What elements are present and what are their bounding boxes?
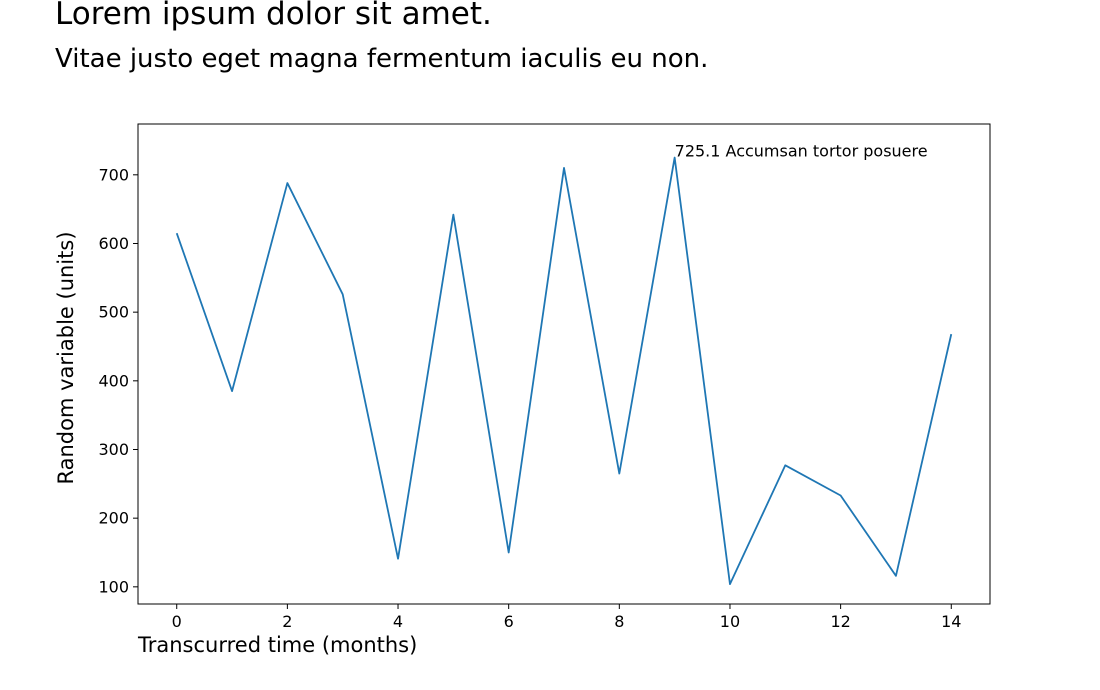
chart-title: Lorem ipsum dolor sit amet.: [55, 0, 492, 32]
y-tick-label: 400: [98, 371, 129, 390]
y-tick-label: 700: [98, 165, 129, 184]
series-line: [175, 156, 953, 585]
x-tick-label: 0: [172, 612, 182, 631]
y-ticks: 100 200 300 400 500 600 700: [98, 165, 138, 596]
y-tick-label: 100: [98, 577, 129, 596]
x-tick-label: 14: [941, 612, 961, 631]
annotation-label: 725.1 Accumsan tortor posuere: [675, 142, 928, 161]
y-tick-label: 300: [98, 440, 129, 459]
x-tick-label: 4: [393, 612, 403, 631]
x-tick-label: 10: [720, 612, 740, 631]
plot-frame: [137, 123, 991, 605]
x-tick-label: 6: [504, 612, 514, 631]
y-tick-label: 500: [98, 303, 129, 322]
y-tick-label: 200: [98, 509, 129, 528]
x-tick-label: 8: [614, 612, 624, 631]
x-ticks: 0 2 4 6 8 10 12 14: [172, 604, 961, 631]
x-axis-label: Transcurred time (months): [137, 633, 417, 657]
x-tick-label: 2: [282, 612, 292, 631]
chart-subtitle: Vitae justo eget magna fermentum iaculis…: [55, 44, 709, 74]
y-axis-label: Random variable (units): [54, 231, 78, 484]
y-tick-label: 600: [98, 234, 129, 253]
x-tick-label: 12: [830, 612, 850, 631]
